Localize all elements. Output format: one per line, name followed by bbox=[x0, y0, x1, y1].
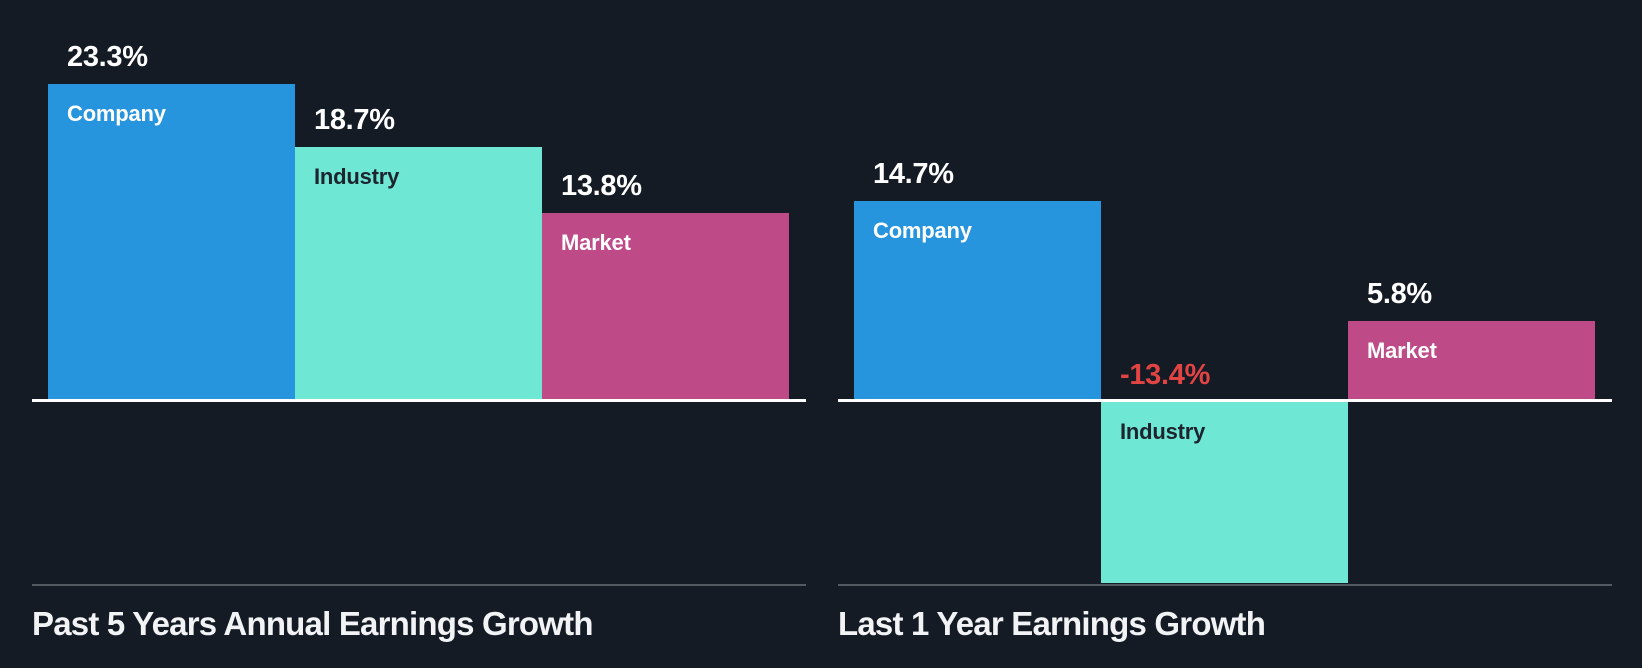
plot-area: Company 23.3% Industry 18.7% Market 13.8% bbox=[32, 0, 806, 668]
bar-company[interactable]: Company bbox=[854, 201, 1101, 399]
chart-last-1-year-earnings-growth: Company 14.7% Industry -13.4% Market 5.8% Las… bbox=[838, 0, 1612, 668]
bar-value-label-company: 14.7% bbox=[873, 158, 954, 190]
bar-market[interactable]: Market bbox=[1348, 321, 1595, 399]
bar-category-label-company: Company bbox=[67, 101, 166, 126]
bar-industry[interactable]: Industry bbox=[1101, 402, 1348, 583]
plot-area: Company 14.7% Industry -13.4% Market 5.8% bbox=[838, 0, 1612, 668]
bar-value-label-company: 23.3% bbox=[67, 41, 148, 73]
bar-value-label-industry: -13.4% bbox=[1120, 359, 1211, 391]
bar-industry[interactable]: Industry bbox=[295, 147, 542, 399]
bar-category-label-industry: Industry bbox=[1120, 419, 1206, 444]
chart-title: Past 5 Years Annual Earnings Growth bbox=[32, 605, 593, 642]
bar-value-label-market: 5.8% bbox=[1367, 278, 1432, 310]
separator-line bbox=[838, 584, 1612, 586]
bar-category-label-market: Market bbox=[1367, 338, 1437, 363]
bar-category-label-market: Market bbox=[561, 230, 631, 255]
bar-market[interactable]: Market bbox=[542, 213, 789, 399]
bar-value-label-market: 13.8% bbox=[561, 170, 642, 202]
bar-company[interactable]: Company bbox=[48, 84, 295, 399]
chart-past-5-years-earnings-growth: Company 23.3% Industry 18.7% Market 13.8% Pas… bbox=[32, 0, 806, 668]
bar-value-label-industry: 18.7% bbox=[314, 104, 395, 136]
bar-category-label-company: Company bbox=[873, 218, 972, 243]
chart-title: Last 1 Year Earnings Growth bbox=[838, 605, 1266, 642]
x-axis-baseline bbox=[838, 399, 1612, 402]
x-axis-baseline bbox=[32, 399, 806, 402]
bar-category-label-industry: Industry bbox=[314, 164, 400, 189]
separator-line bbox=[32, 584, 806, 586]
